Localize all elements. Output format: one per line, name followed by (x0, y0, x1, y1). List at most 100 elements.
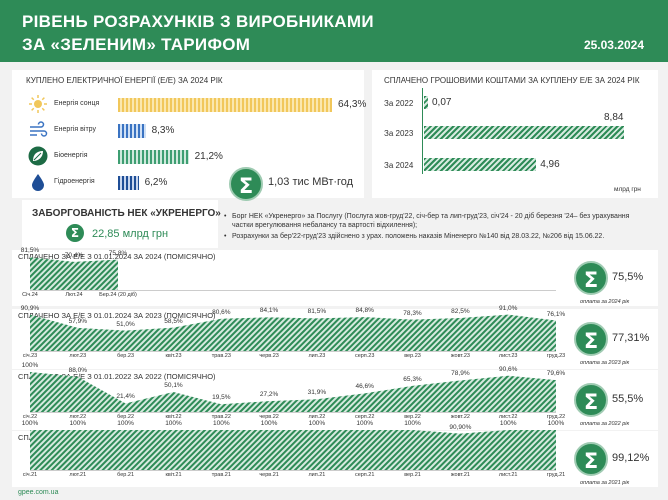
monthly-label: лют.22 (69, 414, 87, 420)
paid-year-label: За 2024 (384, 161, 414, 170)
monthly-label: вер.23 (404, 353, 421, 359)
monthly-baseline (30, 470, 556, 471)
generation-label: Енергія вітру (54, 126, 96, 133)
monthly-label: бер.21 (117, 472, 135, 478)
monthly-value: 27,2% (259, 391, 279, 399)
paid-year-label: За 2022 (384, 99, 414, 108)
monthly-label: черв.21 (259, 472, 279, 478)
monthly-result-caption: оплата за 2021 рік (580, 480, 630, 486)
generation-row: Енергія сонця 64,3% (12, 94, 382, 118)
monthly-result: 99,12% (612, 452, 650, 464)
monthly-title: СПЛАЧЕНО ЗА Е/Е З 01.01.2024 ЗА 2024 (ПО… (18, 252, 216, 261)
monthly-value: 100% (21, 420, 39, 427)
monthly-label: лип.23 (308, 353, 326, 359)
monthly-value: 90,9% (20, 304, 40, 312)
monthly-label: черв.23 (259, 353, 279, 359)
monthly-label: серп.23 (354, 353, 375, 359)
monthly-label: лип.21 (308, 472, 326, 478)
page-title-line1: РІВЕНЬ РОЗРАХУНКІВ З ВИРОБНИКАМИ (22, 12, 374, 31)
monthly-label: квіт.23 (165, 353, 182, 359)
monthly-baseline (30, 351, 556, 352)
monthly-value: 100% (260, 420, 278, 427)
monthly-value: 100% (165, 420, 182, 427)
monthly-label: жовт.21 (450, 472, 470, 478)
generation-row: Гідроенергія 6,2% (12, 172, 382, 196)
paid-bar (424, 158, 537, 171)
wind-icon (30, 121, 48, 137)
monthly-panel (12, 250, 658, 306)
monthly-value: 100% (404, 420, 421, 427)
monthly-label: черв.22 (259, 414, 279, 420)
monthly-result: 77,31% (612, 332, 650, 344)
monthly-value: 84,8% (355, 307, 374, 315)
paid-axis (422, 88, 423, 174)
monthly-baseline (30, 412, 556, 413)
monthly-value: 90,90% (449, 423, 472, 431)
generation-icon-wrap (28, 146, 48, 166)
monthly-area (30, 372, 556, 412)
generation-icon-wrap (28, 172, 48, 192)
monthly-baseline (30, 290, 556, 291)
monthly-value: 90,6% (498, 365, 518, 373)
monthly-label: трав.21 (211, 472, 231, 478)
monthly-label: бер.22 (117, 414, 135, 420)
monthly-result: 55,5% (612, 393, 644, 405)
generation-bar (118, 124, 146, 138)
generation-label: Енергія сонця (54, 100, 100, 107)
monthly-value: 50,1% (164, 382, 183, 389)
monthly-label: січ.23 (22, 353, 38, 359)
monthly-label: бер.23 (117, 353, 135, 359)
monthly-label: квіт.21 (165, 472, 182, 478)
monthly-label: лют.23 (69, 353, 87, 359)
monthly-label: січ.21 (22, 472, 38, 478)
sigma-icon: Σ (574, 322, 608, 356)
paid-title: СПЛАЧЕНО ГРОШОВИМИ КОШТАМИ ЗА КУПЛЕНУ Е/… (384, 76, 640, 85)
monthly-value: 51,0% (116, 320, 135, 328)
footer-site: gpee.com.ua (18, 489, 59, 496)
monthly-label: лист.23 (498, 353, 518, 359)
sigma-icon: Σ (574, 261, 608, 295)
sigma-icon: Σ (574, 442, 608, 476)
monthly-label: жовт.22 (450, 414, 470, 420)
generation-bar (118, 176, 139, 190)
generation-row: Енергія вітру 8,3% (12, 120, 382, 144)
monthly-label: серп.22 (354, 414, 375, 420)
generation-row: Біоенергія 21,2% (12, 146, 382, 170)
generation-total: 1,03 тис МВт·год (268, 176, 354, 188)
page-title-line2: ЗА «ЗЕЛЕНИМ» ТАРИФОМ (22, 35, 251, 54)
monthly-value: 81,5% (307, 308, 327, 316)
sun-icon (29, 95, 47, 113)
monthly-label: Січ.24 (22, 292, 38, 298)
monthly-value: 100% (356, 420, 373, 427)
leaf-icon (28, 146, 48, 166)
monthly-value: 21,4% (116, 393, 135, 401)
monthly-value: 100% (212, 420, 230, 427)
debt-panel (22, 200, 218, 248)
monthly-label: жовт.23 (450, 353, 470, 359)
monthly-label: груд.21 (546, 472, 566, 478)
monthly-value: 100% (117, 420, 134, 427)
paid-value: 4,96 (540, 159, 560, 170)
monthly-value: 76,1% (546, 310, 566, 318)
monthly-value: 82,5% (451, 308, 470, 315)
monthly-label: вер.22 (404, 414, 421, 420)
monthly-result-caption: оплата за 2023 рік (580, 360, 630, 366)
monthly-result-caption: оплата за 2024 рік (580, 299, 630, 305)
generation-bar (118, 98, 332, 112)
monthly-label: груд.22 (546, 414, 566, 420)
monthly-label: Бер.24 (20 діб) (99, 292, 137, 298)
paid-unit: млрд грн (614, 186, 641, 193)
monthly-value: 19,5% (212, 394, 231, 402)
monthly-label: квіт.22 (165, 414, 182, 420)
monthly-result: 75,5% (612, 271, 644, 283)
monthly-value: 75,8% (108, 249, 128, 257)
generation-icon-wrap (28, 120, 48, 140)
monthly-label: лют.21 (69, 472, 87, 478)
monthly-value: 100% (308, 420, 326, 427)
monthly-area (30, 430, 556, 470)
paid-value: 8,84 (604, 112, 624, 123)
debt-value: 22,85 млрд грн (92, 228, 169, 240)
monthly-value: 84,1% (259, 307, 279, 315)
